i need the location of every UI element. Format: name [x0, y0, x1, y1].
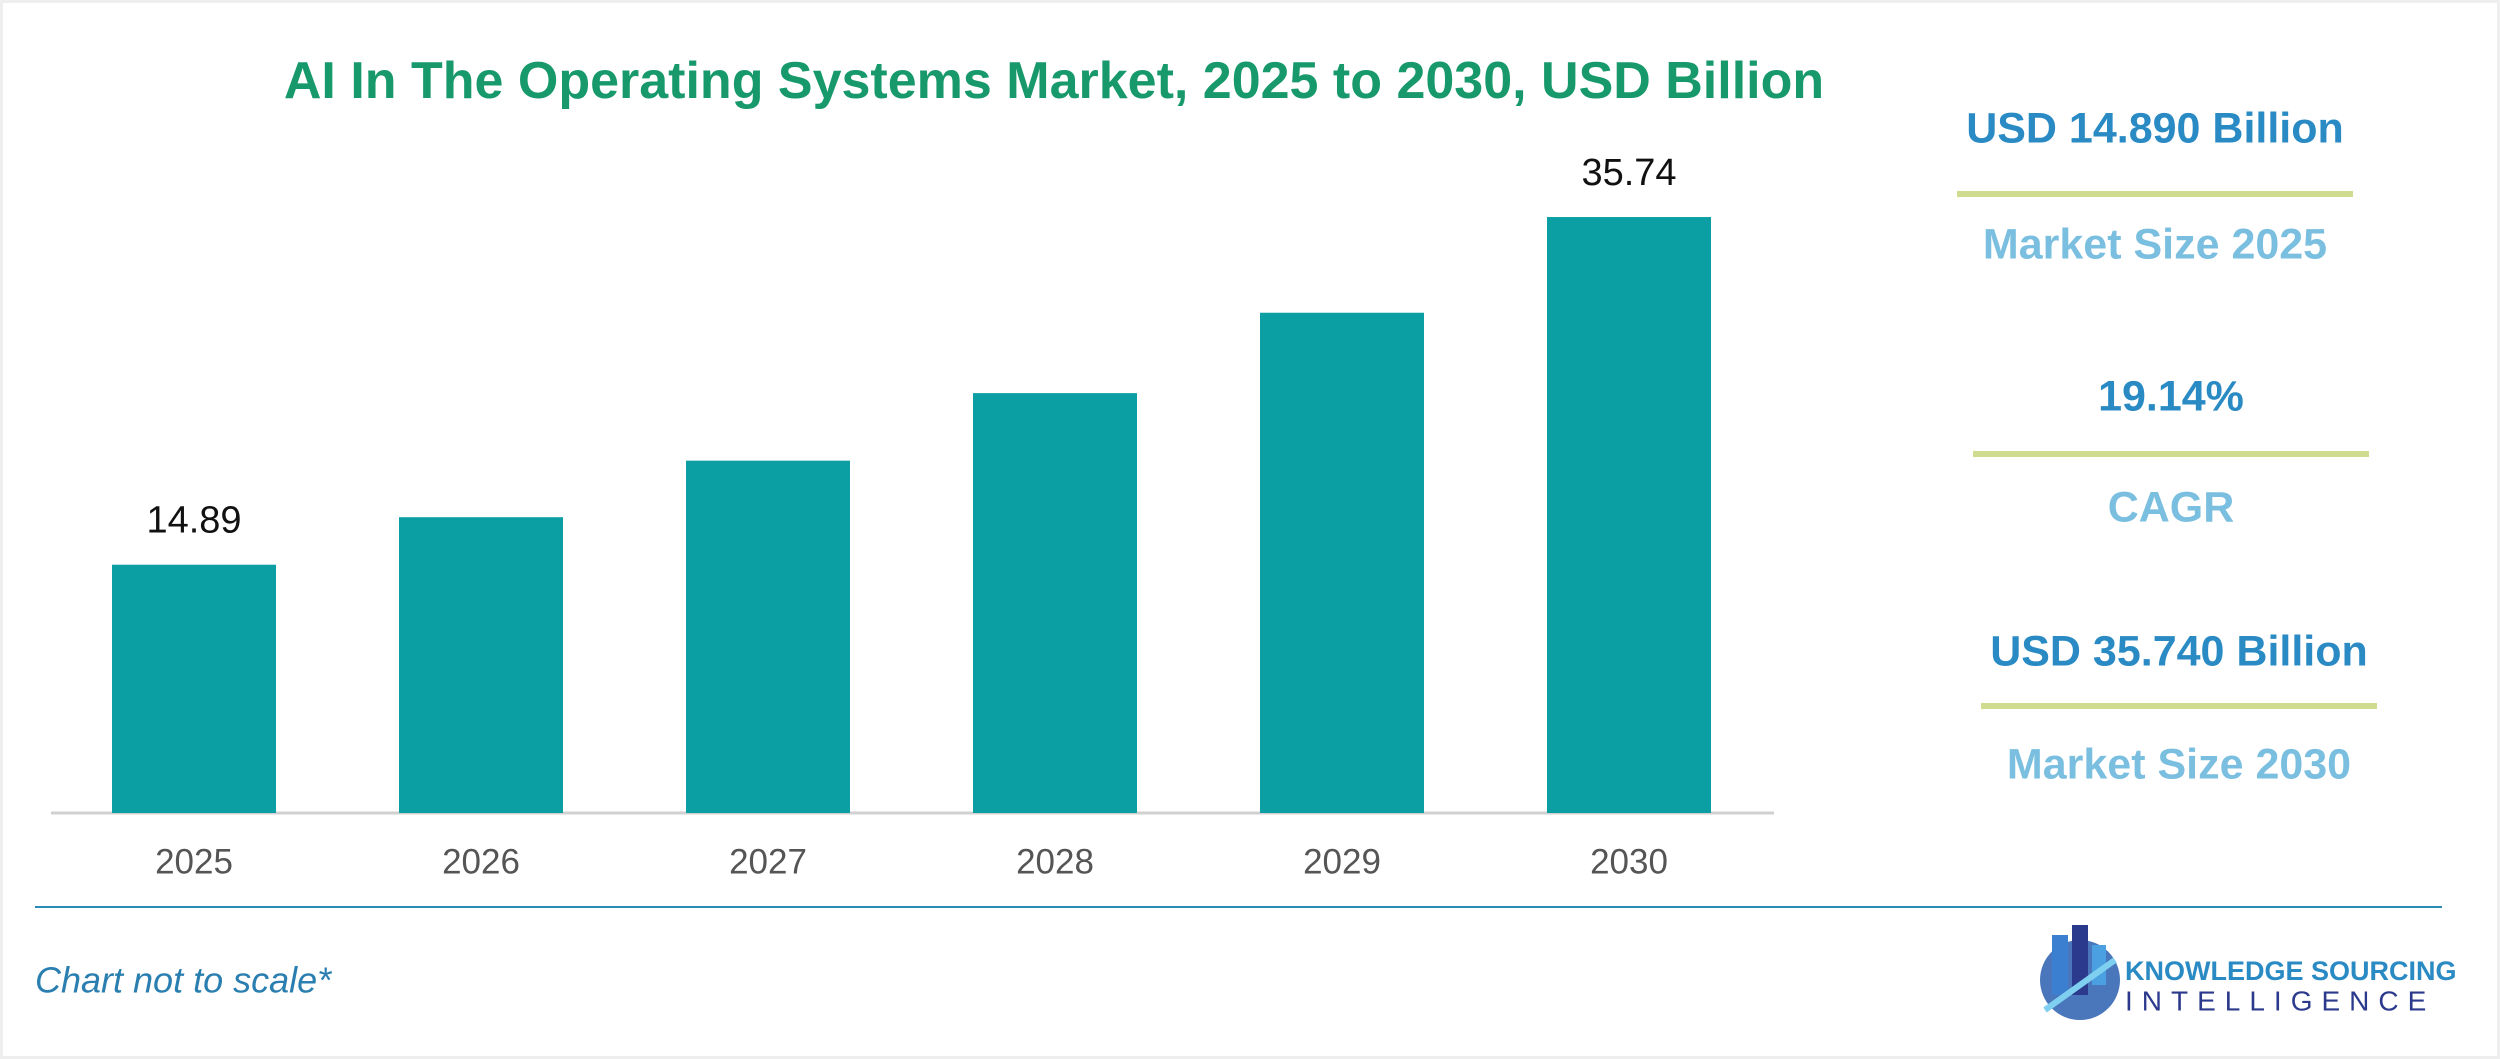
logo-icon	[2040, 925, 2120, 1020]
x-tick-label: 2029	[1303, 842, 1381, 881]
stat-label: CAGR	[2108, 483, 2235, 531]
stat-value: USD 14.890 Billion	[1966, 104, 2344, 152]
stat-value: USD 35.740 Billion	[1990, 627, 2368, 675]
x-tick-label: 2028	[1016, 842, 1094, 881]
bar	[112, 564, 276, 813]
chart-title: AI In The Operating Systems Market, 2025…	[283, 52, 1825, 110]
bar	[973, 393, 1137, 813]
value-label: 14.89	[146, 500, 241, 542]
footnote: Chart not to scale*	[35, 960, 332, 1001]
bar	[686, 460, 850, 813]
brand-bottom: INTELLIGENCE	[2125, 985, 2435, 1016]
bar	[1260, 312, 1424, 813]
x-tick-label: 2030	[1590, 842, 1668, 881]
bar	[1547, 217, 1711, 813]
stat-value: 19.14%	[2098, 372, 2244, 420]
x-tick-label: 2026	[442, 842, 520, 881]
x-tick-label: 2027	[729, 842, 807, 881]
brand-top: KNOWLEDGE SOURCING	[2125, 956, 2457, 986]
stat-label: Market Size 2030	[2007, 740, 2351, 788]
stat-label: Market Size 2025	[1983, 220, 2327, 268]
value-label: 35.74	[1581, 152, 1676, 194]
bar	[399, 517, 563, 813]
x-tick-label: 2025	[155, 842, 233, 881]
